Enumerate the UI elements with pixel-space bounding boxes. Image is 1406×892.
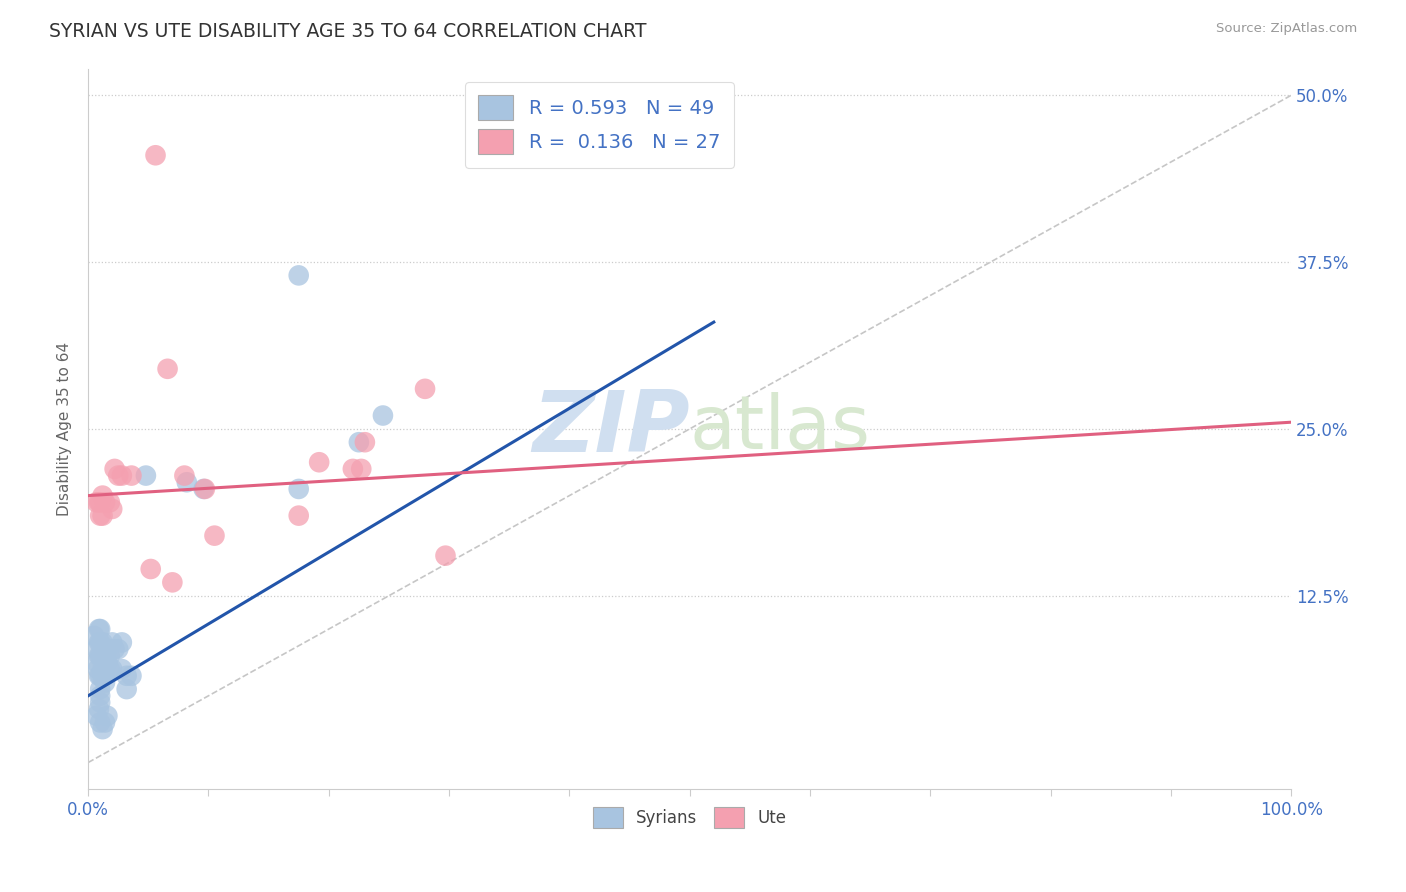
- Point: [98, 648, 121, 663]
- Point: [89, 622, 111, 636]
- Point: [347, 435, 370, 450]
- Point: [89, 682, 111, 697]
- Point: [94, 642, 117, 657]
- Point: [350, 462, 373, 476]
- Point: [101, 635, 124, 649]
- Point: [87, 702, 110, 716]
- Point: [87, 662, 110, 676]
- Text: Source: ZipAtlas.com: Source: ZipAtlas.com: [1216, 22, 1357, 36]
- Point: [176, 475, 198, 490]
- Point: [94, 495, 117, 509]
- Point: [308, 455, 330, 469]
- Point: [145, 148, 167, 162]
- Point: [87, 622, 110, 636]
- Point: [107, 642, 129, 657]
- Point: [94, 675, 117, 690]
- Point: [104, 462, 127, 476]
- Text: atlas: atlas: [690, 392, 870, 466]
- Point: [91, 489, 114, 503]
- Point: [204, 528, 226, 542]
- Point: [413, 382, 436, 396]
- Point: [89, 508, 111, 523]
- Point: [96, 642, 118, 657]
- Point: [121, 669, 143, 683]
- Point: [111, 468, 134, 483]
- Point: [139, 562, 162, 576]
- Point: [89, 696, 111, 710]
- Point: [434, 549, 457, 563]
- Y-axis label: Disability Age 35 to 64: Disability Age 35 to 64: [58, 342, 72, 516]
- Point: [107, 468, 129, 483]
- Text: SYRIAN VS UTE DISABILITY AGE 35 TO 64 CORRELATION CHART: SYRIAN VS UTE DISABILITY AGE 35 TO 64 CO…: [49, 22, 647, 41]
- Point: [89, 689, 111, 703]
- Point: [91, 662, 114, 676]
- Point: [287, 268, 309, 283]
- Point: [287, 482, 309, 496]
- Text: ZIP: ZIP: [531, 387, 690, 470]
- Point: [287, 508, 309, 523]
- Point: [89, 635, 111, 649]
- Point: [98, 662, 121, 676]
- Point: [115, 682, 138, 697]
- Point: [101, 502, 124, 516]
- Point: [89, 495, 111, 509]
- Point: [173, 468, 195, 483]
- Point: [104, 642, 127, 657]
- Point: [135, 468, 157, 483]
- Legend: Syrians, Ute: Syrians, Ute: [586, 800, 793, 835]
- Point: [121, 468, 143, 483]
- Point: [87, 648, 110, 663]
- Point: [91, 722, 114, 736]
- Point: [111, 662, 134, 676]
- Point: [91, 508, 114, 523]
- Point: [111, 635, 134, 649]
- Point: [86, 642, 108, 657]
- Point: [91, 648, 114, 663]
- Point: [86, 708, 108, 723]
- Point: [96, 656, 118, 670]
- Point: [162, 575, 184, 590]
- Point: [86, 656, 108, 670]
- Point: [156, 361, 179, 376]
- Point: [101, 662, 124, 676]
- Point: [87, 669, 110, 683]
- Point: [94, 669, 117, 683]
- Point: [86, 495, 108, 509]
- Point: [87, 635, 110, 649]
- Point: [94, 656, 117, 670]
- Point: [193, 482, 215, 496]
- Point: [371, 409, 394, 423]
- Point: [94, 715, 117, 730]
- Point: [115, 669, 138, 683]
- Point: [89, 715, 111, 730]
- Point: [194, 482, 217, 496]
- Point: [89, 648, 111, 663]
- Point: [354, 435, 377, 450]
- Point: [83, 629, 105, 643]
- Point: [91, 669, 114, 683]
- Point: [87, 495, 110, 509]
- Point: [89, 669, 111, 683]
- Point: [96, 708, 118, 723]
- Point: [98, 495, 121, 509]
- Point: [342, 462, 364, 476]
- Point: [91, 635, 114, 649]
